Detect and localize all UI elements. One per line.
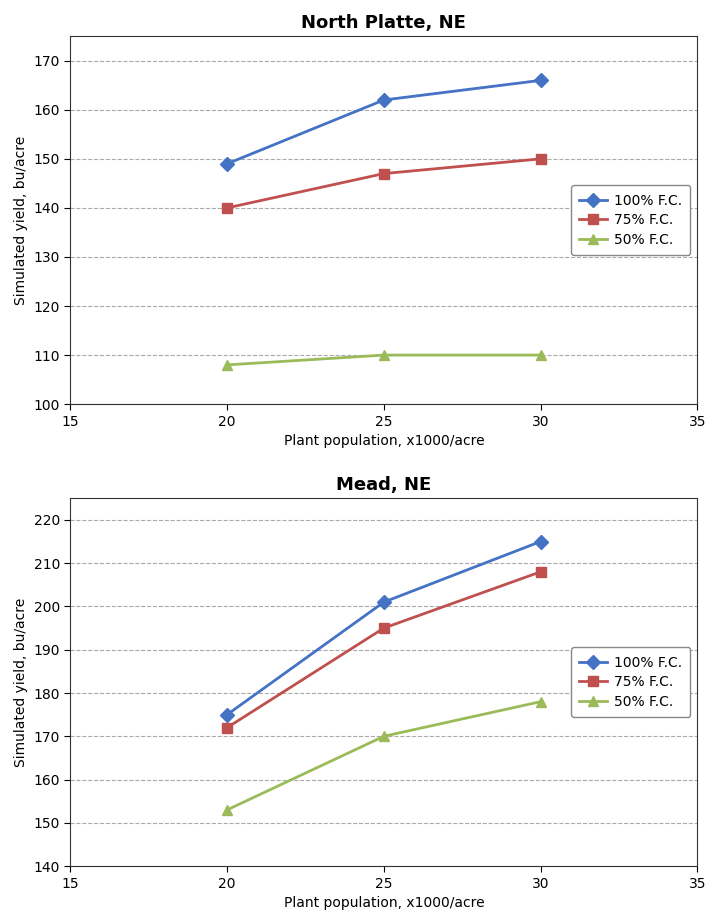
50% F.C. xyxy=(536,349,545,360)
50% F.C. xyxy=(536,696,545,707)
100% F.C. xyxy=(536,536,545,547)
100% F.C. xyxy=(222,158,231,169)
50% F.C. xyxy=(222,804,231,815)
50% F.C. xyxy=(379,349,388,360)
Y-axis label: Simulated yield, bu/acre: Simulated yield, bu/acre xyxy=(14,136,28,305)
100% F.C. xyxy=(222,709,231,720)
Y-axis label: Simulated yield, bu/acre: Simulated yield, bu/acre xyxy=(14,598,28,767)
X-axis label: Plant population, x1000/acre: Plant population, x1000/acre xyxy=(284,896,484,910)
Legend: 100% F.C., 75% F.C., 50% F.C.: 100% F.C., 75% F.C., 50% F.C. xyxy=(571,186,690,255)
Title: Mead, NE: Mead, NE xyxy=(336,476,431,494)
Legend: 100% F.C., 75% F.C., 50% F.C.: 100% F.C., 75% F.C., 50% F.C. xyxy=(571,648,690,717)
100% F.C. xyxy=(379,94,388,105)
50% F.C. xyxy=(379,731,388,742)
Line: 50% F.C.: 50% F.C. xyxy=(222,697,546,815)
75% F.C. xyxy=(379,168,388,179)
75% F.C. xyxy=(379,623,388,634)
Line: 75% F.C.: 75% F.C. xyxy=(222,154,546,213)
75% F.C. xyxy=(536,153,545,164)
Line: 50% F.C.: 50% F.C. xyxy=(222,350,546,370)
Line: 75% F.C.: 75% F.C. xyxy=(222,567,546,733)
50% F.C. xyxy=(222,359,231,371)
Line: 100% F.C.: 100% F.C. xyxy=(222,537,546,720)
X-axis label: Plant population, x1000/acre: Plant population, x1000/acre xyxy=(284,434,484,448)
100% F.C. xyxy=(379,597,388,608)
75% F.C. xyxy=(222,202,231,213)
100% F.C. xyxy=(536,75,545,86)
75% F.C. xyxy=(222,722,231,733)
75% F.C. xyxy=(536,566,545,578)
Title: North Platte, NE: North Platte, NE xyxy=(302,14,467,32)
Line: 100% F.C.: 100% F.C. xyxy=(222,76,546,168)
